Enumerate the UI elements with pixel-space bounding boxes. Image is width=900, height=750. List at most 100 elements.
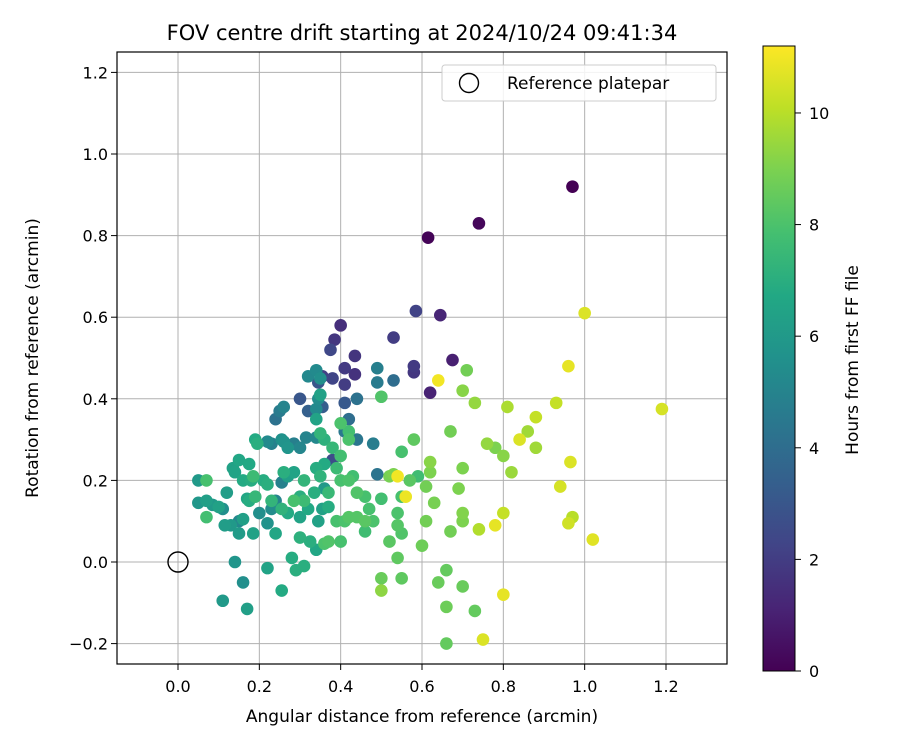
data-point	[200, 510, 213, 524]
data-point	[480, 437, 494, 450]
data-point	[553, 480, 567, 493]
data-point	[391, 551, 404, 565]
data-point	[383, 535, 396, 548]
data-point	[293, 510, 307, 524]
y-tick-label: 1.0	[83, 145, 108, 164]
y-axis-ticks: −0.2 0.0 0.2 0.4 0.6 0.8 1.0 1.2	[69, 63, 117, 654]
data-point	[218, 518, 232, 532]
data-point	[253, 506, 266, 520]
data-point	[387, 331, 400, 344]
data-point	[275, 502, 289, 516]
data-point	[423, 455, 437, 469]
data-point	[358, 525, 372, 538]
data-point	[293, 441, 307, 455]
y-tick-label: −0.2	[69, 635, 108, 654]
data-point	[342, 433, 356, 446]
data-point	[246, 470, 260, 483]
colorbar-tick-label: 6	[809, 327, 819, 346]
data-point	[275, 584, 289, 597]
data-point	[269, 527, 282, 540]
data-point	[350, 486, 364, 499]
data-point	[366, 437, 380, 450]
data-point	[456, 506, 469, 520]
data-point	[488, 518, 502, 532]
colorbar-ticks: 0 2 4 6 8 10	[795, 104, 829, 681]
colorbar-tick-label: 2	[809, 550, 819, 569]
data-point	[240, 602, 254, 616]
data-point	[375, 390, 388, 404]
data-point	[338, 396, 352, 410]
data-point	[375, 572, 388, 585]
data-point	[460, 363, 474, 377]
data-point	[564, 455, 577, 469]
data-point	[322, 486, 335, 499]
data-point	[350, 392, 364, 406]
data-point	[472, 217, 486, 230]
data-point	[334, 416, 347, 430]
data-point	[326, 441, 339, 455]
data-point	[220, 486, 234, 499]
data-point	[348, 349, 362, 363]
data-point	[427, 496, 441, 510]
data-point	[375, 584, 388, 597]
data-point	[497, 449, 510, 463]
data-point	[409, 304, 423, 318]
legend-box	[441, 64, 717, 102]
data-point	[431, 576, 445, 589]
data-point	[505, 465, 518, 479]
data-point	[419, 514, 433, 528]
data-point	[456, 384, 469, 397]
data-point	[370, 467, 384, 481]
x-tick-label: 1.0	[572, 677, 597, 696]
data-point	[391, 470, 404, 483]
data-point	[314, 427, 327, 440]
data-point	[228, 465, 242, 479]
data-point	[370, 361, 384, 375]
data-point	[431, 374, 445, 387]
x-tick-label: 0.8	[491, 677, 516, 696]
data-point	[415, 539, 429, 552]
data-point	[497, 588, 510, 601]
colorbar-tick-label: 0	[809, 662, 819, 681]
data-point	[472, 523, 486, 536]
x-tick-label: 0.6	[409, 677, 434, 696]
legend-entry-reference: Reference platepar	[507, 74, 669, 94]
data-point	[391, 518, 404, 532]
y-tick-label: 0.0	[83, 553, 108, 572]
grid	[117, 52, 727, 664]
data-point	[419, 480, 433, 493]
data-points	[192, 180, 669, 650]
data-point	[216, 594, 230, 608]
data-point	[395, 445, 408, 459]
data-point	[578, 306, 591, 320]
data-point	[423, 465, 437, 479]
data-point	[299, 431, 313, 444]
data-point	[285, 551, 299, 565]
data-point	[391, 506, 404, 520]
data-point	[456, 580, 469, 593]
data-point	[200, 474, 213, 487]
data-point	[326, 372, 339, 385]
y-axis-label: Rotation from reference (arcmin)	[23, 218, 43, 498]
data-point	[476, 633, 490, 646]
data-point	[395, 572, 408, 585]
data-point	[456, 461, 469, 475]
y-tick-label: 1.2	[83, 63, 108, 82]
data-point	[399, 490, 413, 504]
data-point	[287, 465, 301, 479]
chart-title: FOV centre drift starting at 2024/10/24 …	[167, 21, 678, 45]
data-point	[407, 359, 421, 373]
data-point	[655, 402, 669, 416]
data-point	[421, 231, 435, 244]
y-tick-label: 0.2	[83, 471, 108, 490]
data-point	[232, 453, 246, 467]
data-point	[293, 531, 307, 544]
data-point	[314, 372, 327, 385]
data-point	[228, 555, 242, 569]
data-point	[246, 527, 260, 540]
colorbar-tick-label: 8	[809, 216, 819, 235]
data-point	[293, 392, 307, 406]
data-point	[529, 441, 543, 455]
x-tick-label: 0.2	[247, 677, 272, 696]
